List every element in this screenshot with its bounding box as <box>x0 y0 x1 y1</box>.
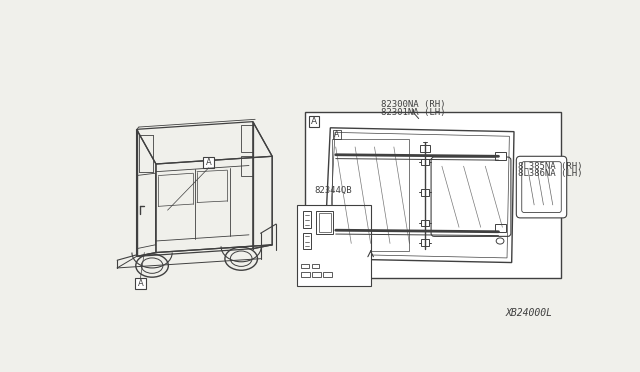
Text: 82344QB: 82344QB <box>314 186 351 195</box>
Text: 82301NA (LH): 82301NA (LH) <box>381 108 445 117</box>
Text: 8L386NA (LH): 8L386NA (LH) <box>518 169 582 179</box>
Bar <box>323 272 332 277</box>
Bar <box>305 112 561 278</box>
Text: 8L385NA (RH): 8L385NA (RH) <box>518 162 582 171</box>
Text: A: A <box>311 117 317 126</box>
Text: 82300NA (RH): 82300NA (RH) <box>381 100 445 109</box>
Text: A: A <box>138 279 143 288</box>
Bar <box>421 240 429 246</box>
Bar <box>135 278 146 289</box>
Bar <box>420 145 429 153</box>
Bar <box>421 220 429 226</box>
Bar <box>312 272 321 277</box>
Bar <box>204 157 214 168</box>
Bar <box>421 158 429 165</box>
Bar <box>297 205 371 286</box>
Bar <box>319 213 331 232</box>
FancyBboxPatch shape <box>516 156 566 218</box>
Bar <box>301 264 308 268</box>
Bar <box>316 211 333 234</box>
Bar <box>332 140 410 251</box>
Bar <box>333 130 341 139</box>
Text: A: A <box>334 130 339 139</box>
Bar <box>308 116 319 127</box>
Text: A: A <box>206 158 212 167</box>
Bar <box>421 189 429 196</box>
Bar <box>301 272 310 277</box>
Bar <box>241 156 253 176</box>
Bar <box>241 125 253 153</box>
Bar <box>303 211 311 228</box>
Bar <box>495 153 506 160</box>
Bar <box>303 232 311 250</box>
Bar <box>312 264 319 268</box>
Bar <box>495 224 506 232</box>
Text: XB24000L: XB24000L <box>506 308 553 318</box>
